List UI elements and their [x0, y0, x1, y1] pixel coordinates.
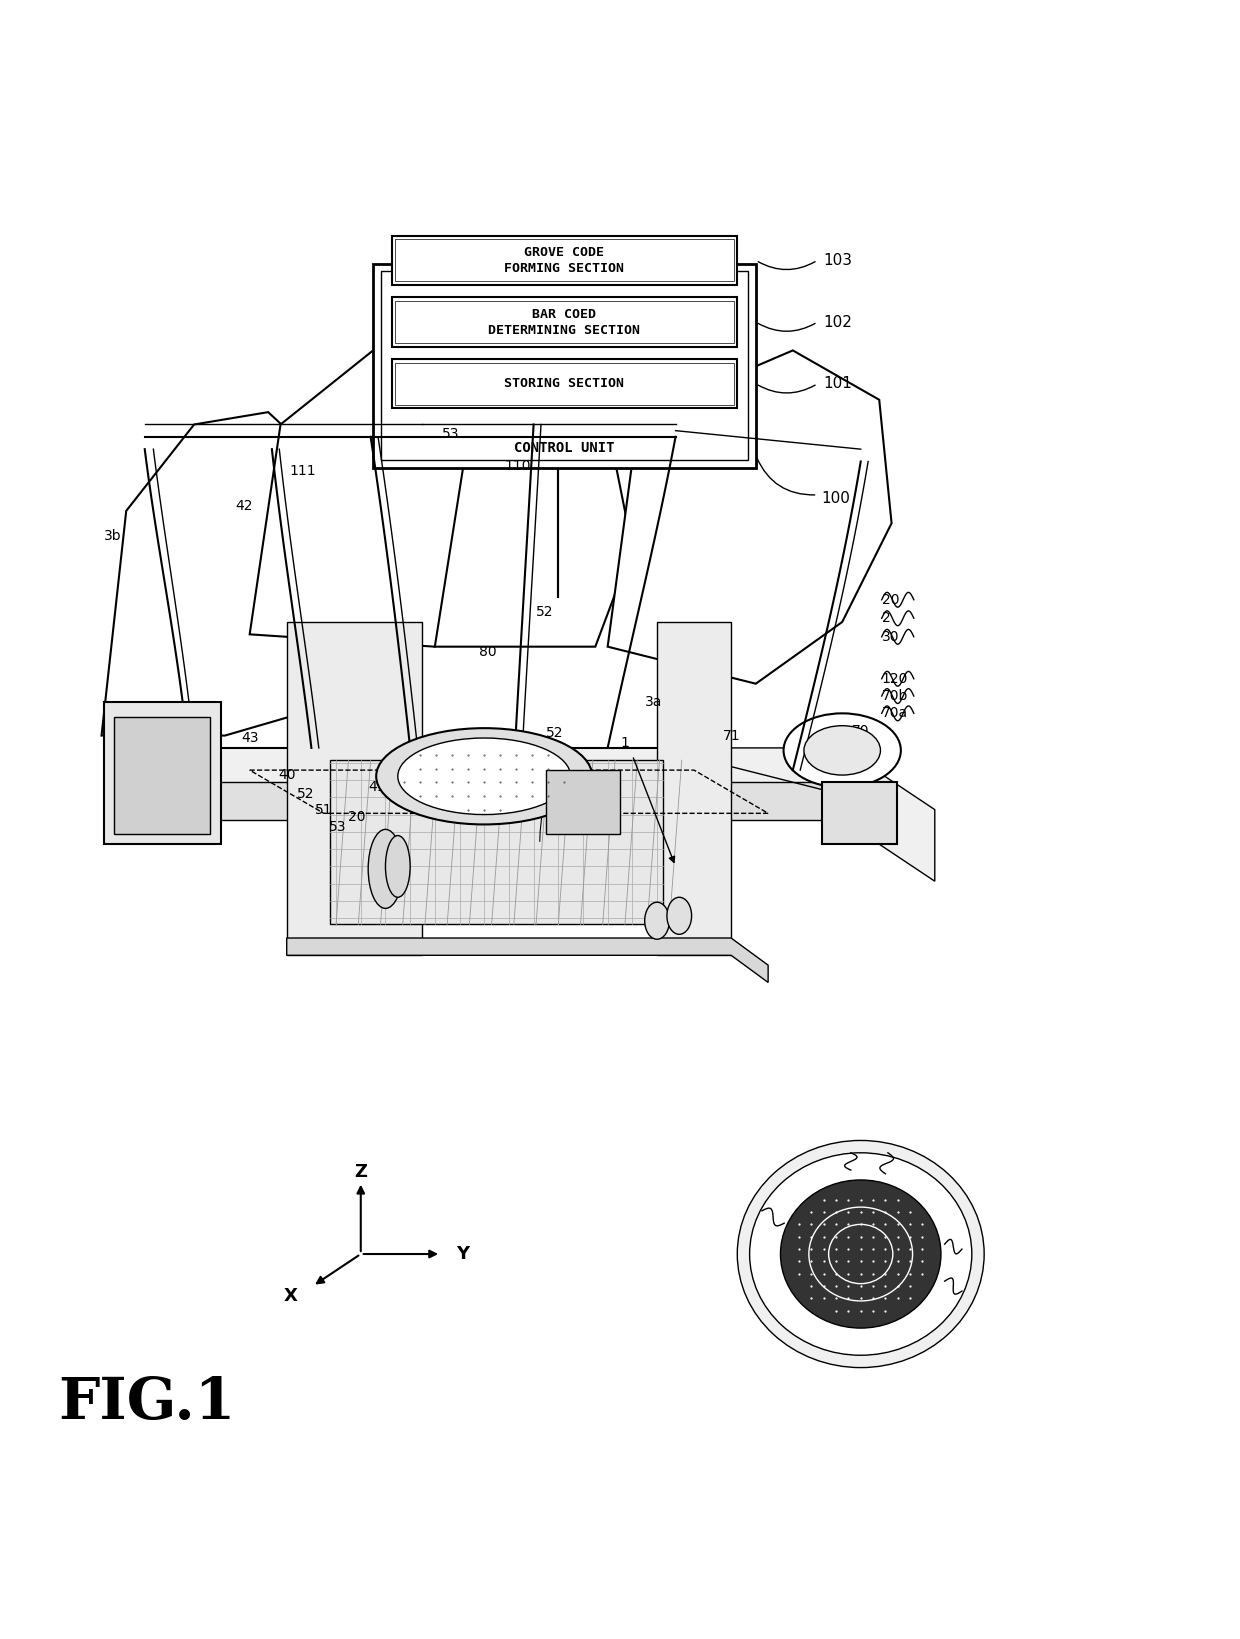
FancyBboxPatch shape [396, 302, 734, 343]
Text: 1: 1 [620, 736, 629, 751]
Polygon shape [286, 938, 768, 982]
FancyBboxPatch shape [114, 716, 210, 834]
Text: FIG.1: FIG.1 [58, 1375, 236, 1431]
Text: D: D [756, 1251, 768, 1265]
Text: 43: 43 [241, 731, 258, 746]
Text: Y: Y [456, 1246, 469, 1264]
Ellipse shape [750, 1152, 972, 1355]
Text: 200: 200 [104, 721, 130, 736]
Ellipse shape [645, 901, 670, 939]
Text: 40: 40 [388, 765, 405, 780]
Text: 40: 40 [278, 769, 295, 782]
Text: 2: 2 [882, 611, 890, 626]
Ellipse shape [398, 738, 570, 815]
Text: 50: 50 [511, 729, 529, 744]
PathPatch shape [249, 351, 521, 647]
FancyBboxPatch shape [373, 264, 756, 467]
Text: 20: 20 [348, 810, 366, 824]
Text: 70a: 70a [882, 706, 908, 720]
Text: GROVE CODE
FORMING SECTION: GROVE CODE FORMING SECTION [505, 246, 625, 275]
Text: CONTROL UNIT: CONTROL UNIT [515, 441, 615, 454]
Text: 42: 42 [234, 498, 253, 513]
Polygon shape [170, 782, 842, 820]
Ellipse shape [780, 1180, 941, 1328]
FancyBboxPatch shape [396, 362, 734, 405]
Polygon shape [657, 621, 732, 956]
FancyBboxPatch shape [396, 239, 734, 282]
Text: T: T [852, 1308, 862, 1323]
Text: F: F [882, 1308, 890, 1323]
Text: 102: 102 [823, 315, 853, 329]
Text: 110: 110 [503, 459, 531, 474]
Polygon shape [286, 621, 423, 956]
PathPatch shape [608, 351, 892, 683]
PathPatch shape [102, 411, 423, 736]
Text: 41: 41 [368, 780, 386, 795]
Text: 50: 50 [410, 751, 428, 765]
PathPatch shape [435, 375, 632, 647]
Text: 100: 100 [821, 492, 851, 506]
Text: 30: 30 [882, 629, 899, 644]
Text: 53: 53 [573, 775, 590, 790]
Text: 70b: 70b [882, 688, 908, 703]
Text: W: W [944, 1242, 959, 1257]
Ellipse shape [386, 836, 410, 897]
Ellipse shape [667, 897, 692, 934]
Text: 52: 52 [536, 605, 553, 620]
Text: 51: 51 [470, 736, 487, 751]
Text: 20: 20 [882, 593, 899, 606]
FancyBboxPatch shape [381, 272, 749, 461]
FancyBboxPatch shape [392, 236, 738, 285]
FancyBboxPatch shape [104, 701, 221, 844]
Text: BAR COED
DETERMINING SECTION: BAR COED DETERMINING SECTION [489, 308, 640, 336]
Text: 3b: 3b [104, 529, 122, 543]
FancyBboxPatch shape [392, 297, 738, 347]
Text: 70: 70 [852, 724, 869, 738]
Text: STORING SECTION: STORING SECTION [505, 377, 625, 390]
Text: Z: Z [355, 1164, 367, 1182]
Ellipse shape [804, 726, 880, 775]
Text: X: X [284, 1287, 298, 1305]
Polygon shape [330, 760, 663, 924]
Text: 53: 53 [329, 820, 346, 834]
Text: 51: 51 [315, 803, 332, 816]
Ellipse shape [738, 1141, 985, 1367]
Polygon shape [546, 770, 620, 834]
Text: 3a: 3a [645, 695, 662, 710]
FancyBboxPatch shape [822, 782, 897, 844]
Text: 120: 120 [882, 672, 908, 685]
Ellipse shape [368, 829, 403, 908]
Text: 101: 101 [823, 377, 853, 392]
Text: 53: 53 [443, 428, 460, 441]
Text: L: L [939, 1216, 947, 1233]
Ellipse shape [784, 713, 900, 787]
Polygon shape [170, 747, 935, 882]
Text: 3c: 3c [448, 744, 464, 757]
Ellipse shape [376, 728, 593, 824]
Text: 111: 111 [289, 464, 316, 479]
Text: 80: 80 [480, 644, 497, 659]
Text: 71: 71 [723, 729, 740, 742]
Text: 52: 52 [296, 787, 314, 800]
FancyBboxPatch shape [392, 359, 738, 408]
Text: 103: 103 [823, 252, 853, 267]
Text: 52: 52 [546, 726, 563, 741]
